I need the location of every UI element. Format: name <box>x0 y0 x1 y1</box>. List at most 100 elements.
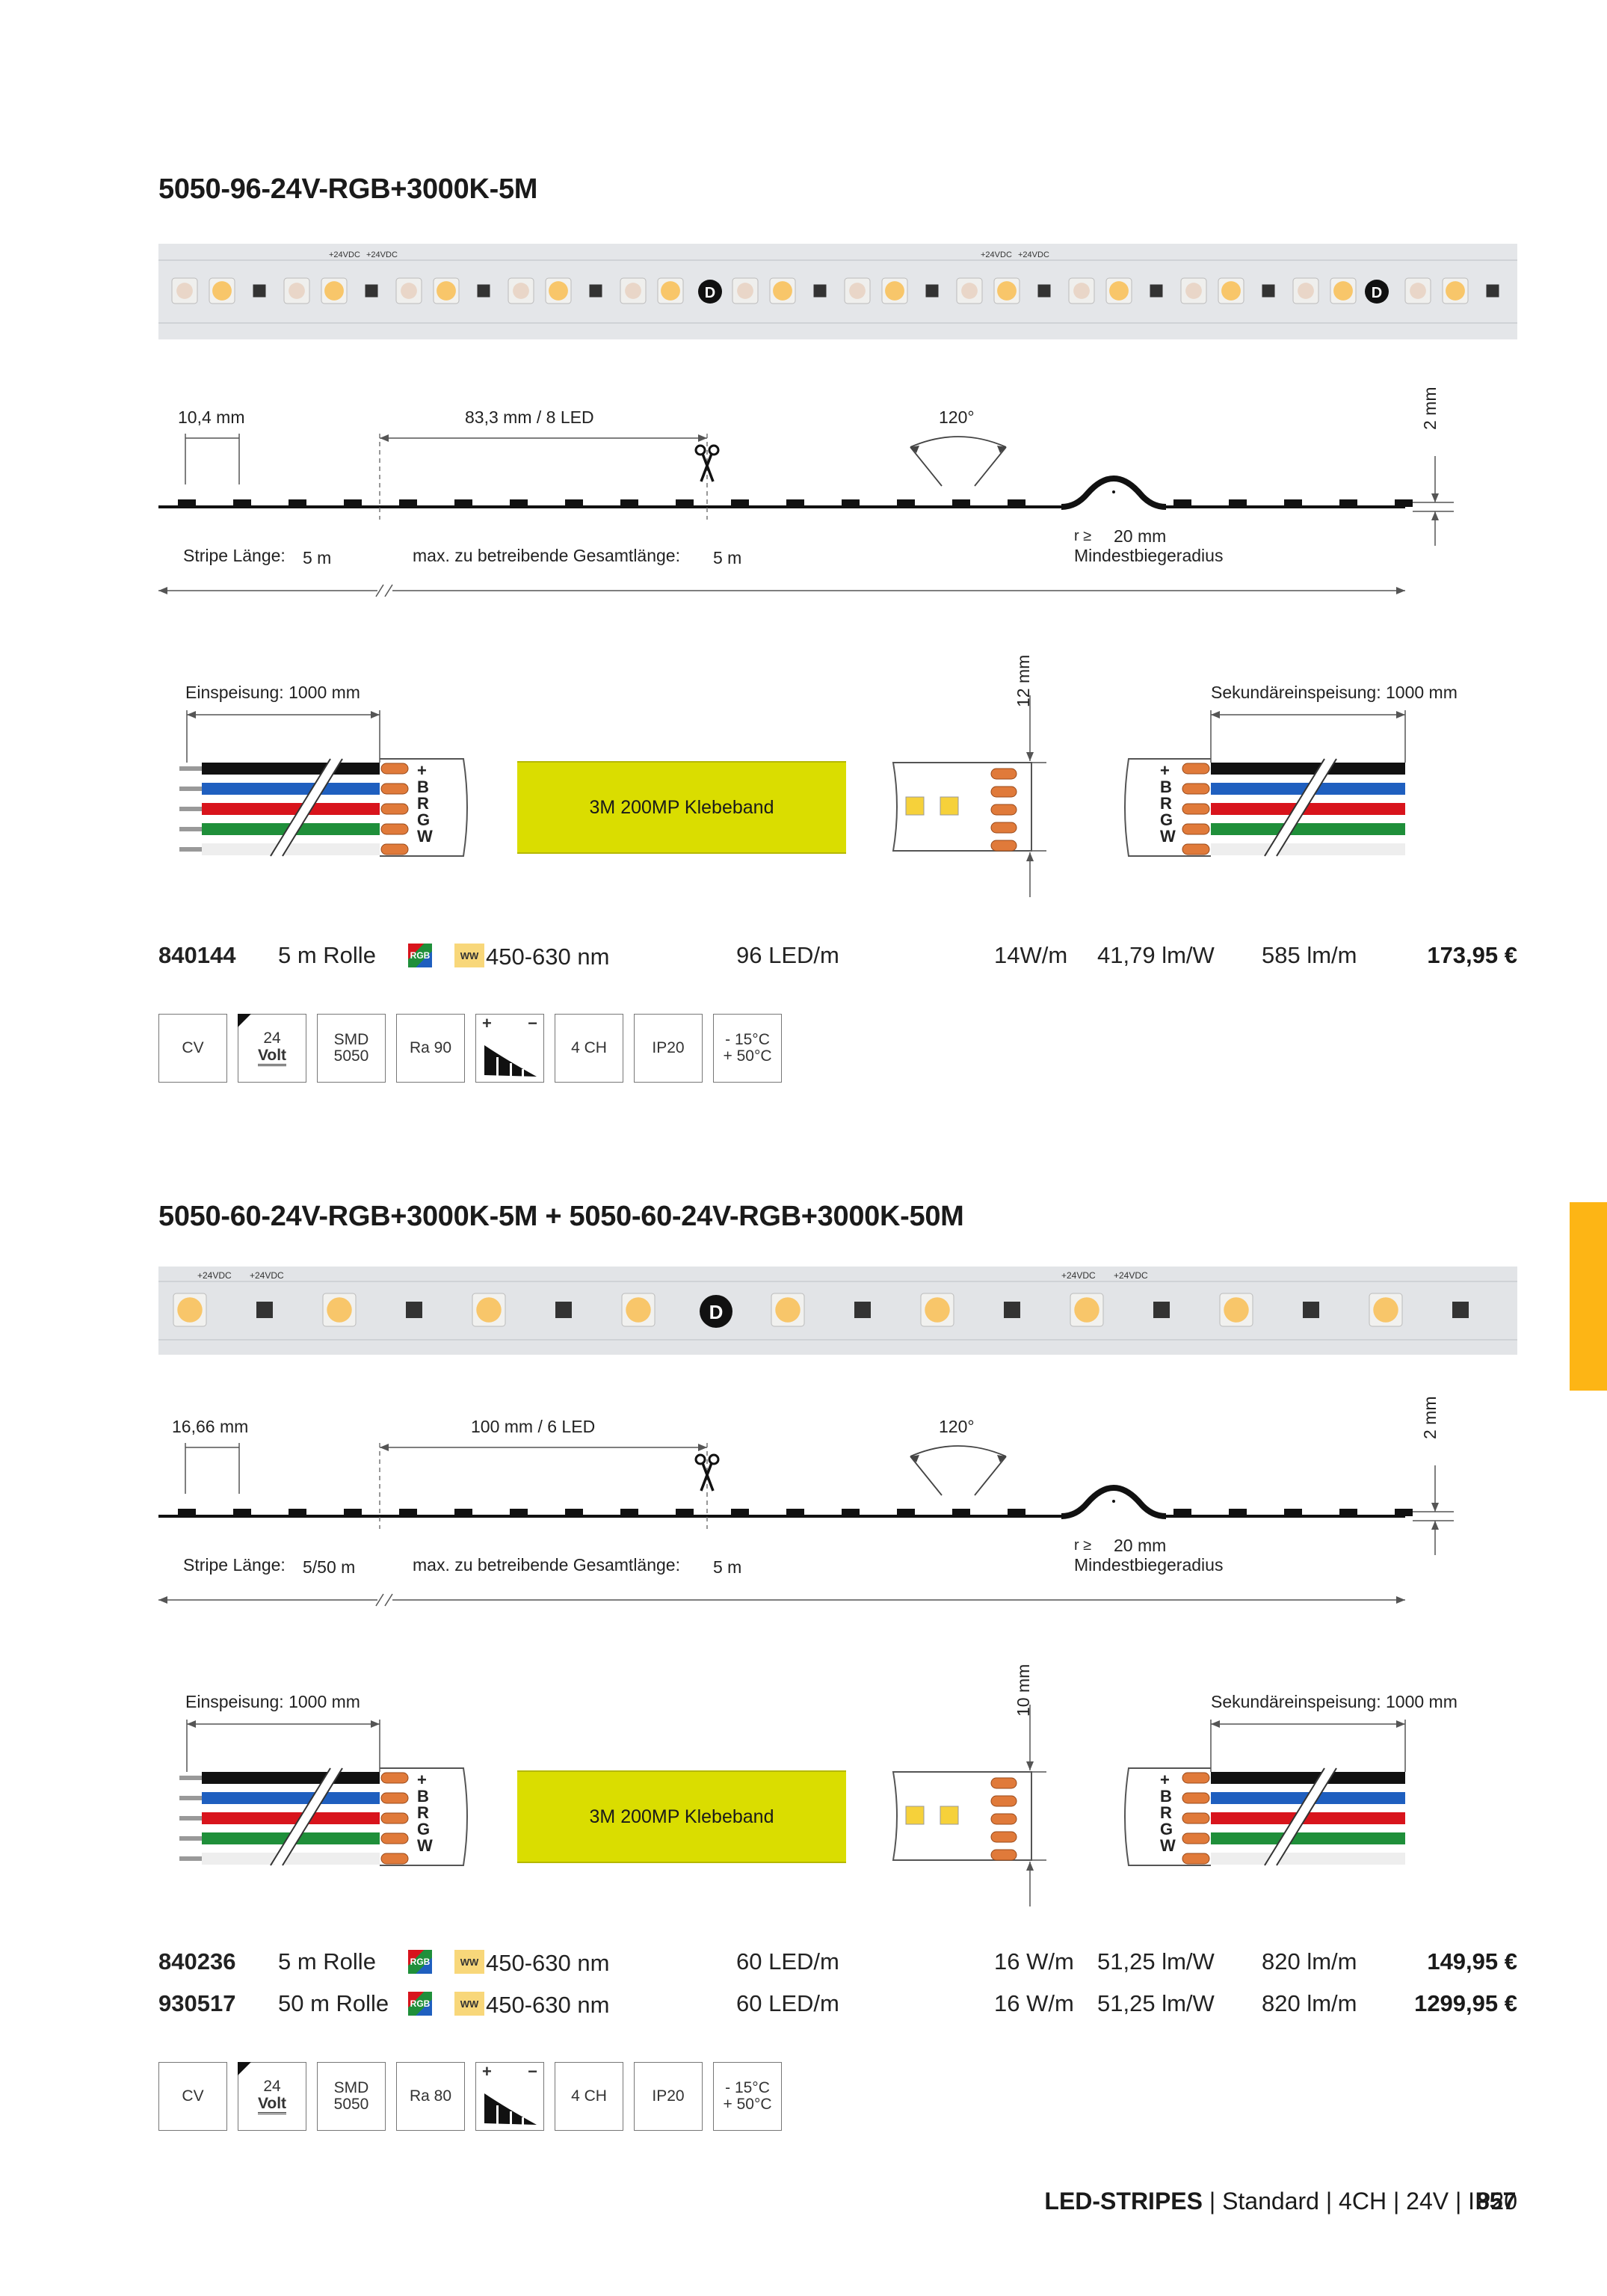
power: 16 W/m <box>994 1990 1074 2016</box>
solder-pad <box>990 1831 1017 1843</box>
cri-badge: Ra 80 <box>396 2062 465 2131</box>
pin-label: B <box>417 778 429 796</box>
solder-pad <box>380 1812 409 1824</box>
vdc-label: +24VDC <box>197 1270 232 1281</box>
pin-label: W <box>417 1836 433 1855</box>
secondary-feed-label: Sekundäreinspeisung: 1000 mm <box>1211 683 1458 702</box>
led-mark <box>1229 499 1247 507</box>
vdc-label: +24VDC <box>366 250 398 259</box>
led-lens <box>925 1297 950 1323</box>
logo-icon <box>1365 280 1389 304</box>
led-mark <box>233 499 251 507</box>
led-mark <box>1173 499 1191 507</box>
roll-length: 5 m Rolle <box>278 1948 376 1975</box>
luminous-flux: 820 lm/m <box>1262 1990 1357 2016</box>
solder-pad <box>380 823 409 835</box>
price: 173,95 € <box>1427 942 1517 968</box>
led-lens <box>289 283 305 299</box>
solder-pad <box>1182 823 1210 835</box>
width-label: 10 mm <box>1014 1663 1033 1717</box>
led-mark <box>1284 1509 1302 1516</box>
pin-label: R <box>417 794 429 813</box>
resistor <box>589 284 602 298</box>
voltage-badge: 24 Volt <box>238 2062 306 2131</box>
temp-low: - 15°C <box>725 1030 770 1048</box>
voltage-unit: Volt <box>257 1047 287 1066</box>
led-lens <box>401 283 417 299</box>
channel-badge: 4 CH <box>555 1014 623 1083</box>
led-lens <box>1221 281 1241 301</box>
dim-minus: − <box>528 1014 537 1032</box>
luminous-flux: 820 lm/m <box>1262 1948 1357 1975</box>
led-mark <box>1008 1509 1025 1516</box>
led-lens <box>177 1297 203 1323</box>
max-length-label: max. zu betreibende Gesamtlänge: <box>413 1555 680 1575</box>
luminous-flux: 585 lm/m <box>1262 942 1357 968</box>
led-lens <box>885 281 904 301</box>
led-lens <box>961 283 978 299</box>
pin-label: W <box>1160 827 1176 846</box>
pin-label: G <box>417 810 431 829</box>
logo-letter: D <box>1372 285 1382 301</box>
led-mark <box>676 499 694 507</box>
led-lens <box>1185 283 1202 299</box>
cv-badge: CV <box>158 1014 227 1083</box>
led-mark <box>510 499 528 507</box>
solder-pad <box>380 1853 409 1865</box>
led-mark <box>1395 1509 1413 1516</box>
break-mark <box>1266 1765 1335 1868</box>
vdc-label: +24VDC <box>981 250 1012 259</box>
wire <box>202 1792 380 1804</box>
led-lens <box>1373 1297 1398 1323</box>
resistor <box>1037 284 1051 298</box>
rgb-icon: RGB <box>408 1950 432 1974</box>
strip-photo: +24VDC +24VDC +24VDC +24VDC D <box>158 1267 1517 1355</box>
led-mark <box>565 499 583 507</box>
scissors-icon <box>694 444 720 482</box>
temperature-badge: - 15°C + 50°C <box>713 1014 782 1083</box>
angle-label: 120° <box>939 1417 975 1436</box>
solder-pad <box>990 1777 1017 1789</box>
led-mark <box>952 499 970 507</box>
led-mark <box>289 1509 306 1516</box>
smd-number: 5050 <box>333 2096 369 2113</box>
dimension-diagram <box>158 434 1454 597</box>
pin-label: B <box>417 1787 429 1806</box>
pin-label: R <box>1160 794 1172 813</box>
power: 16 W/m <box>994 1948 1074 1975</box>
led-mark <box>178 1509 196 1516</box>
pin-label: G <box>417 1820 431 1838</box>
smd-number: 5050 <box>333 1047 369 1065</box>
pin-label: B <box>1160 778 1172 796</box>
wire <box>1211 763 1405 775</box>
resistor <box>925 284 939 298</box>
wavelength: 450-630 nm <box>486 1992 610 2018</box>
leds-per-meter: 60 LED/m <box>736 1990 839 2016</box>
resistor <box>1150 284 1163 298</box>
vdc-label: +24VDC <box>329 250 360 259</box>
wire <box>202 803 380 815</box>
corner-mark <box>238 2062 251 2075</box>
led-lens <box>773 281 792 301</box>
angle-label: 120° <box>939 407 975 427</box>
led-mark <box>510 1509 528 1516</box>
solder-pad <box>380 1772 409 1784</box>
radius-symbol: r ≥ <box>1074 1537 1092 1554</box>
article-number: 840236 <box>158 1948 236 1975</box>
pin-label: W <box>1160 1836 1176 1855</box>
voltage-number: 24 <box>263 2078 281 2096</box>
led-lens <box>626 1297 651 1323</box>
radius-value: 20 mm <box>1114 526 1167 546</box>
feed-diagram <box>179 1705 1406 1906</box>
resistor <box>1486 284 1499 298</box>
rgb-icon: RGB <box>408 1992 432 2016</box>
adhesive-tape: 3M 200MP Klebeband <box>517 761 846 854</box>
led-lens <box>1410 283 1426 299</box>
led-lens <box>1224 1297 1249 1323</box>
logo-letter: D <box>709 1301 724 1323</box>
led-mark <box>1339 1509 1357 1516</box>
price: 1299,95 € <box>1414 1990 1517 2016</box>
led-mark <box>1008 499 1025 507</box>
led-mark <box>344 1509 362 1516</box>
led-lens <box>327 1297 352 1323</box>
